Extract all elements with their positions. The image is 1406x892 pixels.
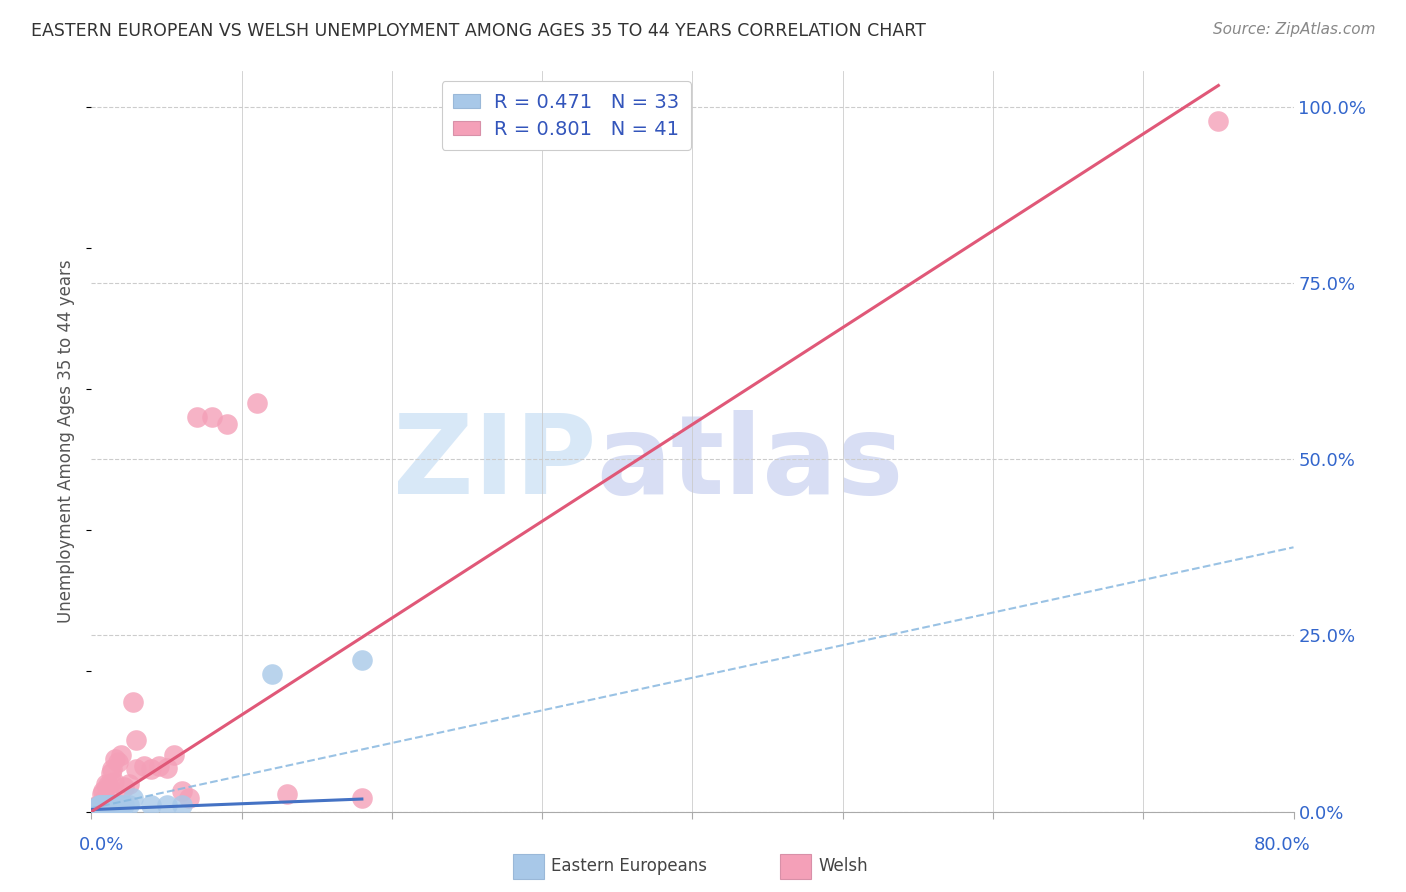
Point (122, 790, 145, 805)
Point (100, 766, 122, 780)
Point (93, 797, 115, 812)
Point (104, 752, 127, 766)
Point (148, 759, 170, 773)
Point (170, 797, 193, 812)
Point (125, 732, 148, 747)
Point (107, 797, 129, 812)
Text: Welsh: Welsh (818, 857, 868, 875)
Point (1208, 113, 1230, 128)
Point (86, 801, 108, 815)
Point (104, 797, 127, 812)
Point (125, 763, 148, 777)
Point (177, 790, 200, 805)
Point (93, 783, 115, 797)
Point (276, 787, 298, 801)
Y-axis label: Unemployment Among Ages 35 to 44 years: Unemployment Among Ages 35 to 44 years (58, 260, 76, 624)
Point (350, 790, 373, 805)
Point (87, 801, 110, 815)
Point (186, 409, 208, 424)
Point (96, 801, 118, 815)
Point (118, 797, 141, 812)
Point (89, 801, 111, 815)
Point (97, 797, 120, 812)
Point (89, 801, 111, 815)
Text: ZIP: ZIP (392, 410, 596, 517)
Point (94, 790, 117, 805)
Point (83, 801, 105, 815)
Point (96, 776, 118, 790)
Point (141, 763, 163, 777)
Point (96, 797, 118, 812)
Point (84, 799, 107, 814)
Point (90, 797, 112, 812)
Point (93, 801, 115, 815)
Point (155, 761, 177, 775)
Point (110, 748, 132, 763)
Point (89, 797, 111, 812)
Point (98, 797, 121, 812)
Point (103, 775, 125, 789)
Point (90, 797, 112, 812)
Legend: R = 0.471   N = 33, R = 0.801   N = 41: R = 0.471 N = 33, R = 0.801 N = 41 (441, 81, 690, 150)
Point (122, 695, 145, 709)
Text: Source: ZipAtlas.com: Source: ZipAtlas.com (1212, 22, 1375, 37)
Text: Eastern Europeans: Eastern Europeans (551, 857, 707, 875)
Point (201, 409, 224, 424)
Text: EASTERN EUROPEAN VS WELSH UNEMPLOYMENT AMONG AGES 35 TO 44 YEARS CORRELATION CHA: EASTERN EUROPEAN VS WELSH UNEMPLOYMENT A… (31, 22, 925, 40)
Point (350, 653, 373, 667)
Point (98, 780, 121, 794)
Point (89, 797, 111, 812)
Point (155, 797, 177, 812)
Point (100, 797, 122, 812)
Point (132, 759, 155, 773)
Point (87, 797, 110, 812)
Text: 0.0%: 0.0% (79, 836, 124, 854)
Point (97, 801, 120, 815)
Point (170, 783, 193, 797)
Point (101, 763, 124, 777)
Point (114, 797, 136, 812)
Point (83, 801, 105, 815)
Point (84, 801, 107, 815)
Point (110, 797, 132, 812)
Point (90, 801, 112, 815)
Point (606, 120, 628, 135)
Point (215, 417, 238, 431)
Point (94, 801, 117, 815)
Point (114, 780, 136, 794)
Point (90, 787, 112, 801)
Point (103, 797, 125, 812)
Point (96, 797, 118, 812)
Point (260, 667, 283, 681)
Point (101, 797, 124, 812)
Text: atlas: atlas (596, 410, 904, 517)
Point (107, 756, 129, 770)
Point (87, 797, 110, 812)
Point (118, 776, 141, 790)
Point (246, 396, 269, 410)
Point (86, 801, 108, 815)
Point (94, 797, 117, 812)
Point (141, 797, 163, 812)
Point (163, 748, 186, 763)
Point (97, 778, 120, 792)
Point (98, 801, 121, 815)
Text: 80.0%: 80.0% (1254, 836, 1310, 854)
Point (93, 797, 115, 812)
